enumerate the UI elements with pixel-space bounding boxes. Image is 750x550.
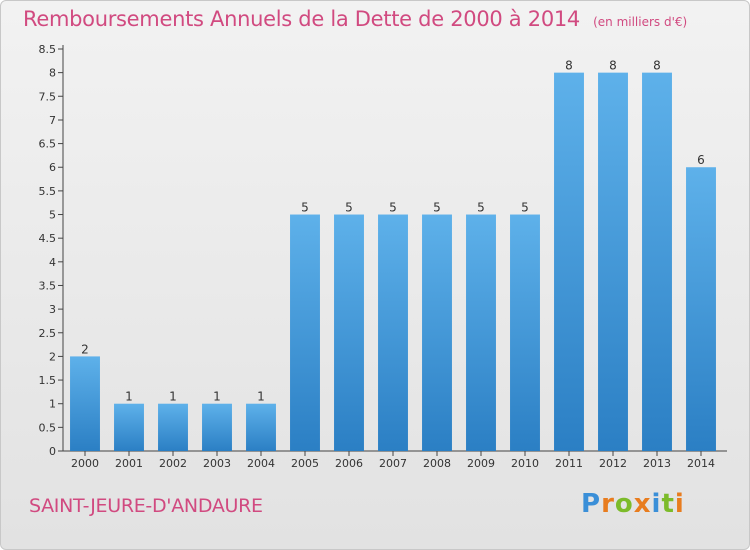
bar <box>334 214 364 451</box>
bar-value-label: 5 <box>345 201 353 215</box>
y-axis: 0 0.5 1 1.5 2 2.5 3 3.5 4 4.5 5 5.5 6 6.5 7 7.5 8 8.5 <box>39 43 64 458</box>
x-tick-label: 2008 <box>423 457 451 470</box>
bar <box>510 214 540 451</box>
bar-value-label: 5 <box>521 201 529 215</box>
y-tick-label: 0.5 <box>39 421 57 434</box>
bar <box>554 72 584 451</box>
bar-value-label: 1 <box>125 390 133 404</box>
bar <box>378 214 408 451</box>
bar <box>598 72 628 451</box>
x-tick-label: 2004 <box>247 457 275 470</box>
x-tick-label: 2011 <box>555 457 583 470</box>
bar-value-label: 8 <box>653 59 661 73</box>
bar-value-label: 1 <box>169 390 177 404</box>
bar <box>70 356 100 451</box>
bar-value-label: 5 <box>433 201 441 215</box>
x-tick-label: 2003 <box>203 457 231 470</box>
y-tick-label: 5 <box>49 209 56 222</box>
x-tick-label: 2007 <box>379 457 407 470</box>
bars <box>70 72 716 451</box>
bar-value-label: 1 <box>213 390 221 404</box>
y-tick-label: 2 <box>49 350 56 363</box>
x-tick-label: 2000 <box>71 457 99 470</box>
bar-value-label: 5 <box>477 201 485 215</box>
chart-unit-note: (en milliers d'€) <box>593 15 688 29</box>
y-tick-label: 1 <box>49 398 56 411</box>
x-tick-label: 2012 <box>599 457 627 470</box>
bar <box>290 214 320 451</box>
bar-value-label: 6 <box>697 153 705 167</box>
bar-value-label: 8 <box>565 59 573 73</box>
proxiti-logo: Proxiti <box>581 489 685 519</box>
bar-value-label: 2 <box>81 342 89 356</box>
x-tick-label: 2005 <box>291 457 319 470</box>
y-tick-label: 0 <box>49 445 56 458</box>
y-tick-label: 8 <box>49 67 56 80</box>
y-tick-label: 3 <box>49 303 56 316</box>
bar-value-label: 5 <box>301 201 309 215</box>
bar <box>114 403 144 451</box>
x-tick-label: 2001 <box>115 457 143 470</box>
y-tick-label: 6 <box>49 161 56 174</box>
bar <box>422 214 452 451</box>
x-tick-label: 2009 <box>467 457 495 470</box>
y-tick-label: 4 <box>49 256 56 269</box>
y-tick-label: 6.5 <box>39 138 57 151</box>
x-tick-label: 2006 <box>335 457 363 470</box>
x-tick-label: 2010 <box>511 457 539 470</box>
data-labels: 2 1 1 1 1 5 5 5 5 5 5 8 8 8 6 <box>81 59 705 404</box>
chart-title: Remboursements Annuels de la Dette de 20… <box>23 7 580 31</box>
commune-name: SAINT-JEURE-D'ANDAURE <box>29 495 263 517</box>
y-tick-label: 4.5 <box>39 232 57 245</box>
bar <box>642 72 672 451</box>
bar-value-label: 1 <box>257 390 265 404</box>
bar-value-label: 8 <box>609 59 617 73</box>
y-tick-label: 3.5 <box>39 279 57 292</box>
y-tick-label: 2.5 <box>39 327 57 340</box>
x-tick-label: 2002 <box>159 457 187 470</box>
bar <box>686 167 716 451</box>
bar-value-label: 5 <box>389 201 397 215</box>
bar <box>158 403 188 451</box>
y-tick-label: 7.5 <box>39 90 57 103</box>
y-tick-label: 8.5 <box>39 43 57 56</box>
x-tick-label: 2013 <box>643 457 671 470</box>
chart-title-row: Remboursements Annuels de la Dette de 20… <box>23 7 687 31</box>
y-tick-label: 1.5 <box>39 374 57 387</box>
y-tick-label: 7 <box>49 114 56 127</box>
bar <box>466 214 496 451</box>
x-axis: 2000 2001 2002 2003 2004 2005 2006 2007 2008 2009… <box>63 450 727 470</box>
bar <box>202 403 232 451</box>
y-tick-label: 5.5 <box>39 185 57 198</box>
bar <box>246 403 276 451</box>
x-tick-label: 2014 <box>687 457 715 470</box>
